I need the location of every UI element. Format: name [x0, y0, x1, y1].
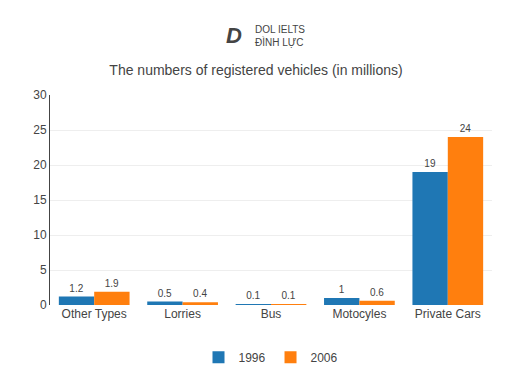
- svg-text:D: D: [226, 23, 242, 48]
- svg-text:Other Types: Other Types: [62, 307, 127, 321]
- svg-text:The numbers of registered vehi: The numbers of registered vehicles (in m…: [109, 62, 402, 78]
- svg-text:Lorries: Lorries: [164, 307, 201, 321]
- svg-text:1.9: 1.9: [105, 278, 119, 289]
- svg-text:0.5: 0.5: [158, 288, 172, 299]
- svg-text:0.6: 0.6: [370, 287, 384, 298]
- svg-text:DOL IELTSĐÌNH LỰC: DOL IELTSĐÌNH LỰC: [255, 24, 305, 48]
- svg-text:1996: 1996: [239, 351, 266, 365]
- svg-text:0.1: 0.1: [246, 290, 260, 301]
- svg-text:30: 30: [33, 88, 47, 102]
- svg-text:10: 10: [33, 228, 47, 242]
- svg-text:20: 20: [33, 158, 47, 172]
- svg-text:0: 0: [40, 298, 47, 312]
- svg-text:0.4: 0.4: [193, 288, 207, 299]
- svg-text:2006: 2006: [311, 351, 338, 365]
- svg-text:25: 25: [33, 123, 47, 137]
- svg-text:19: 19: [424, 158, 436, 169]
- svg-text:24: 24: [460, 123, 472, 134]
- svg-text:Bus: Bus: [261, 307, 282, 321]
- svg-text:1: 1: [339, 284, 345, 295]
- svg-text:Private Cars: Private Cars: [415, 307, 481, 321]
- svg-text:5: 5: [40, 263, 47, 277]
- svg-text:1.2: 1.2: [69, 283, 83, 294]
- svg-text:Motocyles: Motocyles: [332, 307, 386, 321]
- svg-text:0.1: 0.1: [282, 290, 296, 301]
- svg-text:15: 15: [33, 193, 47, 207]
